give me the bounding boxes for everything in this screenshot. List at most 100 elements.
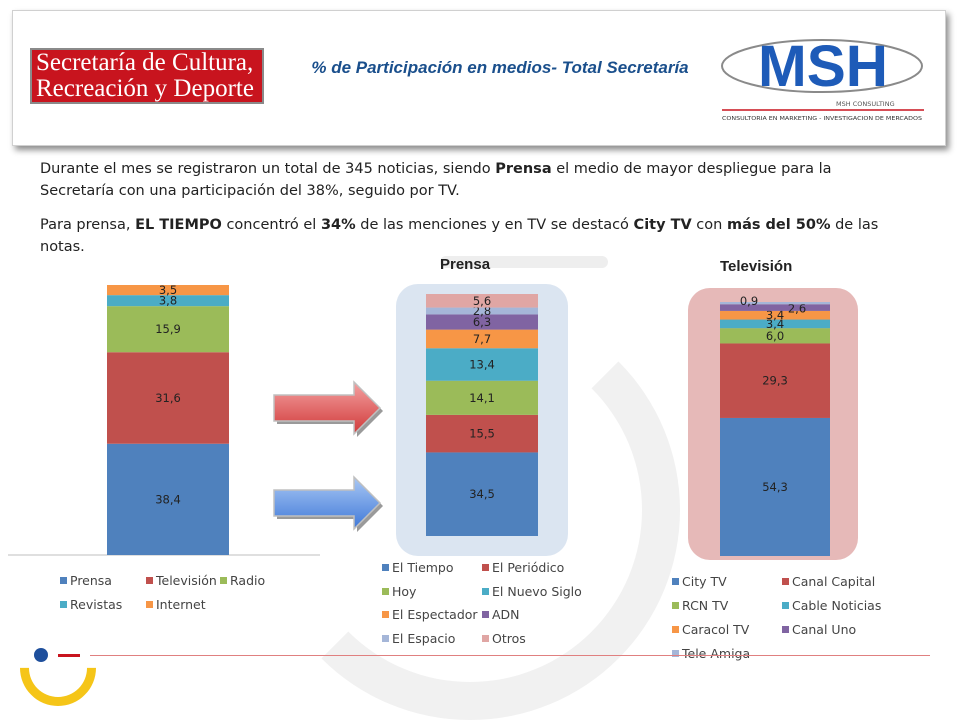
chart0-data-label-1: 31,6 xyxy=(155,391,181,405)
arrow-blue xyxy=(273,475,383,532)
chart1-bar-segment-5 xyxy=(426,314,538,330)
legend-swatch xyxy=(146,577,153,584)
legend-label: El Periódico xyxy=(492,560,565,575)
chart2-data-label-0: 54,3 xyxy=(762,480,788,494)
chart2-bar-segment-1 xyxy=(720,343,830,418)
legend-swatch xyxy=(482,564,489,571)
chart1-bar-segment-3 xyxy=(426,348,538,381)
chart0-legend-item-0: Prensa xyxy=(60,573,112,588)
legend-label: Canal Uno xyxy=(792,622,857,637)
chart0-data-label-2: 15,9 xyxy=(155,322,181,336)
chart2-bar-segment-2 xyxy=(720,328,830,344)
legend-swatch xyxy=(482,611,489,618)
prensa-chart-title: Prensa xyxy=(440,256,491,273)
chart0-legend-item-3: Revistas xyxy=(60,597,122,612)
chart1-legend-item-0: El Tiempo xyxy=(382,560,454,575)
chart1-bar-segment-6 xyxy=(426,307,538,315)
chart2-bar-segment-5 xyxy=(720,304,830,311)
legend-swatch xyxy=(60,577,67,584)
legend-label: Cable Noticias xyxy=(792,598,882,613)
chart1-bar-segment-4 xyxy=(426,329,538,349)
legend-swatch xyxy=(382,564,389,571)
chart0-legend-item-1: Televisión xyxy=(146,573,217,588)
chart0-bar-segment-0 xyxy=(107,443,229,555)
chart1-bar-segment-0 xyxy=(426,452,538,536)
logo-left-line2: Recreación y Deporte xyxy=(36,75,254,102)
footer-line xyxy=(90,655,930,656)
legend-label: Internet xyxy=(156,597,206,612)
chart0-data-label-4: 3,5 xyxy=(159,283,177,297)
chart1-data-label-4: 7,7 xyxy=(473,332,491,346)
legend-swatch xyxy=(782,578,789,585)
summary-paragraph-1: Durante el mes se registraron un total d… xyxy=(40,161,832,199)
legend-swatch xyxy=(60,601,67,608)
logo-swoosh xyxy=(721,39,923,93)
chart0-bar-segment-3 xyxy=(107,295,229,307)
chart2-legend-item-1: Canal Capital xyxy=(782,574,875,589)
chart1-data-label-3: 13,4 xyxy=(469,357,495,371)
chart0-legend-item-4: Internet xyxy=(146,597,206,612)
chart1-legend-item-7: Otros xyxy=(482,631,526,646)
legend-label: Canal Capital xyxy=(792,574,876,589)
legend-swatch xyxy=(672,650,679,657)
chart0-data-label-3: 3,8 xyxy=(159,294,177,308)
logo-sub-text: MSH CONSULTING xyxy=(836,100,895,108)
chart1-bar-segment-2 xyxy=(426,380,538,415)
legend-swatch xyxy=(382,634,389,642)
tv-chart-title: Televisión xyxy=(720,258,793,275)
logo-msh-text: MSH xyxy=(758,34,888,99)
chart2-data-label-5: 2,6 xyxy=(788,302,806,316)
legend-label: ADN xyxy=(492,607,520,622)
chart1-data-label-7: 5,6 xyxy=(473,294,491,308)
legend-label: Hoy xyxy=(392,583,417,599)
legend-swatch xyxy=(672,602,679,609)
chart0-legend-item-2: Radio xyxy=(220,573,265,588)
chart2-legend-item-3: Cable Noticias xyxy=(782,598,881,613)
legend-swatch xyxy=(672,578,679,585)
legend-swatch xyxy=(482,587,489,595)
legend-label: El Nuevo Siglo xyxy=(492,583,582,599)
chart2-legend-item-5: Canal Uno xyxy=(782,622,856,637)
legend-label: El Tiempo xyxy=(392,560,454,575)
chart1-legend-item-2: Hoy xyxy=(382,584,416,599)
chart0-data-label-0: 38,4 xyxy=(155,492,181,506)
chart0-bar-segment-4 xyxy=(107,285,229,296)
chart2-data-label-6: 0,9 xyxy=(740,294,758,308)
legend-swatch xyxy=(382,587,389,595)
summary-paragraph-2: Para prensa, EL TIEMPO concentró el 34% … xyxy=(40,217,879,255)
background-bar xyxy=(440,256,608,268)
chart0-bar-segment-2 xyxy=(107,306,229,353)
chart2-bar-segment-6 xyxy=(720,302,830,305)
chart1-legend-item-6: El Espacio xyxy=(382,631,455,646)
chart1-legend-item-4: El Espectador xyxy=(382,607,478,622)
chart1-legend-item-5: ADN xyxy=(482,607,520,622)
page-title: % de Participación en medios- Total Secr… xyxy=(311,58,689,77)
logo-tag-text: CONSULTORIA EN MARKETING - INVESTIGACION… xyxy=(722,116,922,122)
chart2-legend-item-4: Caracol TV xyxy=(672,622,749,637)
legend-swatch xyxy=(672,626,679,633)
legend-swatch xyxy=(382,611,389,618)
arrow-red xyxy=(273,380,383,437)
chart1-data-label-5: 6,3 xyxy=(473,315,491,329)
legend-swatch xyxy=(782,626,789,633)
legend-label: Televisión xyxy=(156,573,217,588)
chart1-data-label-2: 14,1 xyxy=(469,391,495,405)
legend-swatch xyxy=(782,602,789,609)
legend-label: Radio xyxy=(230,573,266,588)
legend-label: Otros xyxy=(492,630,526,646)
legend-label: El Espectador xyxy=(392,607,478,622)
legend-label: Revistas xyxy=(70,597,123,612)
legend-label: El Espacio xyxy=(392,630,456,646)
chart1-bar-segment-7 xyxy=(426,294,538,308)
chart2-data-label-2: 6,0 xyxy=(766,329,784,343)
chart1-bar-segment-1 xyxy=(426,414,538,453)
chart2-legend-item-6: Tele Amiga xyxy=(672,646,750,661)
chart2-bar-segment-0 xyxy=(720,417,830,556)
chart1-legend-item-3: El Nuevo Siglo xyxy=(482,584,582,599)
chart0-bar-segment-1 xyxy=(107,352,229,444)
chart1-data-label-1: 15,5 xyxy=(469,427,495,441)
chart2-data-label-1: 29,3 xyxy=(762,374,788,388)
footer-dash-icon xyxy=(58,654,80,657)
chart2-bar-segment-3 xyxy=(720,319,830,329)
legend-swatch xyxy=(220,577,227,584)
